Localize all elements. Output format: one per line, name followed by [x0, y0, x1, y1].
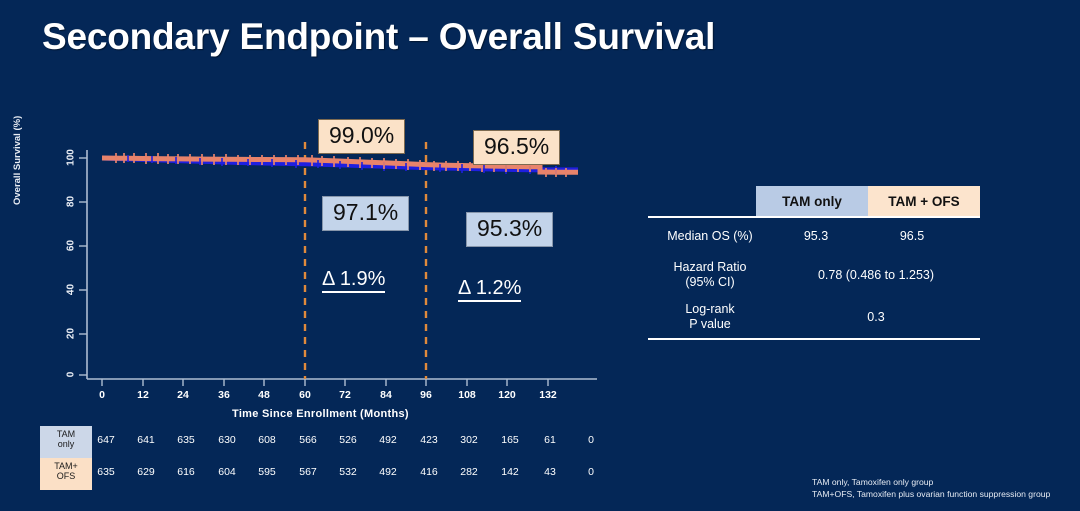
row-value-tam-ofs: 96.5: [899, 229, 925, 243]
x-axis-label: Time Since Enrollment (Months): [232, 408, 409, 420]
risk-label-line2: only: [57, 439, 75, 450]
censor-marks-tam-ofs: [115, 153, 567, 177]
footnote-line-1: TAM only, Tamoxifen only group: [812, 477, 934, 487]
axis-lines: [86, 150, 597, 380]
row-label-line2: P value: [689, 317, 731, 331]
annotation-os-tam-only-60: 97.1%: [322, 196, 410, 231]
risk-value: 567: [299, 466, 317, 478]
x-axis-tick-60: 60: [299, 389, 311, 401]
table-header-blank: [648, 186, 756, 216]
risk-value: 532: [339, 466, 357, 478]
risk-value: 608: [258, 434, 276, 446]
risk-value: 616: [177, 466, 195, 478]
table-row: Median OS (%) 95.3 96.5: [648, 218, 980, 254]
annotation-os-tam-only-96: 95.3%: [466, 212, 554, 247]
risk-label-line1: TAM+: [54, 461, 78, 471]
risk-row-label-tam-ofs: TAM+ OFS: [40, 458, 92, 490]
risk-value: 0: [588, 466, 594, 478]
series-tam-ofs-curve: [101, 155, 578, 175]
annotation-os-tam-ofs-96: 96.5%: [473, 130, 561, 165]
x-axis-ticks: [101, 379, 549, 386]
censor-marks-tam-only: [127, 155, 557, 174]
annotation-delta-60: Δ 1.9%: [322, 268, 386, 293]
x-axis-tick-132: 132: [539, 389, 557, 401]
footnote-abbreviations: TAM only, Tamoxifen only group TAM+OFS, …: [812, 476, 1050, 501]
risk-value: 423: [420, 434, 438, 446]
risk-value: 282: [460, 466, 478, 478]
y-axis-tick-60: 60: [65, 239, 77, 252]
table-header-tam-only: TAM only: [756, 186, 868, 216]
x-axis-tick-48: 48: [258, 389, 270, 401]
table-header-rule: [648, 216, 980, 218]
risk-value: 142: [501, 466, 519, 478]
risk-value: 43: [544, 466, 556, 478]
chart-canvas: [79, 142, 597, 386]
risk-value: 165: [501, 434, 519, 446]
table-row: Hazard Ratio (95% CI) 0.78 (0.486 to 1.2…: [648, 254, 980, 296]
table-header-tam-ofs: TAM + OFS: [868, 186, 980, 216]
risk-value: 595: [258, 466, 276, 478]
kaplan-meier-chart: Overall Survival (%) 100 80 60 40 20 0 0…: [0, 0, 620, 430]
row-label-line1: Log-rank: [685, 302, 735, 316]
risk-value: 492: [379, 434, 397, 446]
x-axis-tick-96: 96: [420, 389, 432, 401]
risk-value: 61: [544, 434, 556, 446]
y-axis-tick-0: 0: [65, 371, 77, 378]
row-label-median-os: Median OS (%): [667, 228, 753, 243]
risk-label-line2: OFS: [56, 471, 76, 482]
y-axis-tick-40: 40: [65, 283, 77, 296]
y-axis-label: Overall Survival (%): [12, 115, 23, 205]
x-axis-tick-36: 36: [218, 389, 230, 401]
risk-value: 635: [177, 434, 195, 446]
y-axis-ticks: [79, 157, 87, 376]
risk-value: 526: [339, 434, 357, 446]
row-value-log-rank-p: 0.3: [867, 310, 885, 324]
footnote-line-2: TAM+OFS, Tamoxifen plus ovarian function…: [812, 489, 1051, 500]
table-header-row: TAM only TAM + OFS: [648, 186, 980, 216]
x-axis-tick-108: 108: [458, 389, 476, 401]
annotation-delta-96: Δ 1.2%: [458, 277, 522, 302]
row-label-log-rank-p: Log-rank P value: [648, 296, 772, 338]
table-bottom-rule: [648, 338, 980, 340]
page-title: Secondary Endpoint – Overall Survival: [42, 16, 716, 57]
risk-value: 647: [97, 434, 115, 446]
annotation-os-tam-ofs-60: 99.0%: [318, 119, 406, 154]
risk-label-line1: TAM: [56, 429, 76, 439]
y-axis-tick-100: 100: [65, 149, 77, 166]
x-axis-tick-84: 84: [380, 389, 392, 401]
risk-value: 416: [420, 466, 438, 478]
table-row: Log-rank P value 0.3: [648, 296, 980, 338]
risk-value: 641: [137, 434, 155, 446]
risk-value: 566: [299, 434, 317, 446]
x-axis-tick-0: 0: [99, 389, 105, 401]
os-summary-table: TAM only TAM + OFS Median OS (%) 95.3 96…: [648, 186, 980, 340]
row-label-line1: Hazard Ratio: [673, 260, 747, 274]
risk-row-label-tam-only: TAM only: [40, 426, 92, 458]
risk-value: 629: [137, 466, 155, 478]
risk-value: 0: [588, 434, 594, 446]
y-axis-tick-20: 20: [65, 327, 77, 340]
row-label-line2: (95% CI): [685, 275, 735, 289]
risk-value: 630: [218, 434, 236, 446]
x-axis-tick-24: 24: [177, 389, 189, 401]
x-axis-tick-72: 72: [339, 389, 351, 401]
risk-value: 302: [460, 434, 478, 446]
risk-value: 635: [97, 466, 115, 478]
row-value-tam-only: 95.3: [803, 229, 829, 243]
risk-value: 492: [379, 466, 397, 478]
risk-value: 604: [218, 466, 236, 478]
row-value-hazard-ratio: 0.78 (0.486 to 1.253): [817, 268, 935, 282]
x-axis-tick-120: 120: [498, 389, 516, 401]
y-axis-tick-80: 80: [65, 195, 77, 208]
row-label-hazard-ratio: Hazard Ratio (95% CI): [648, 254, 772, 296]
x-axis-tick-12: 12: [137, 389, 149, 401]
